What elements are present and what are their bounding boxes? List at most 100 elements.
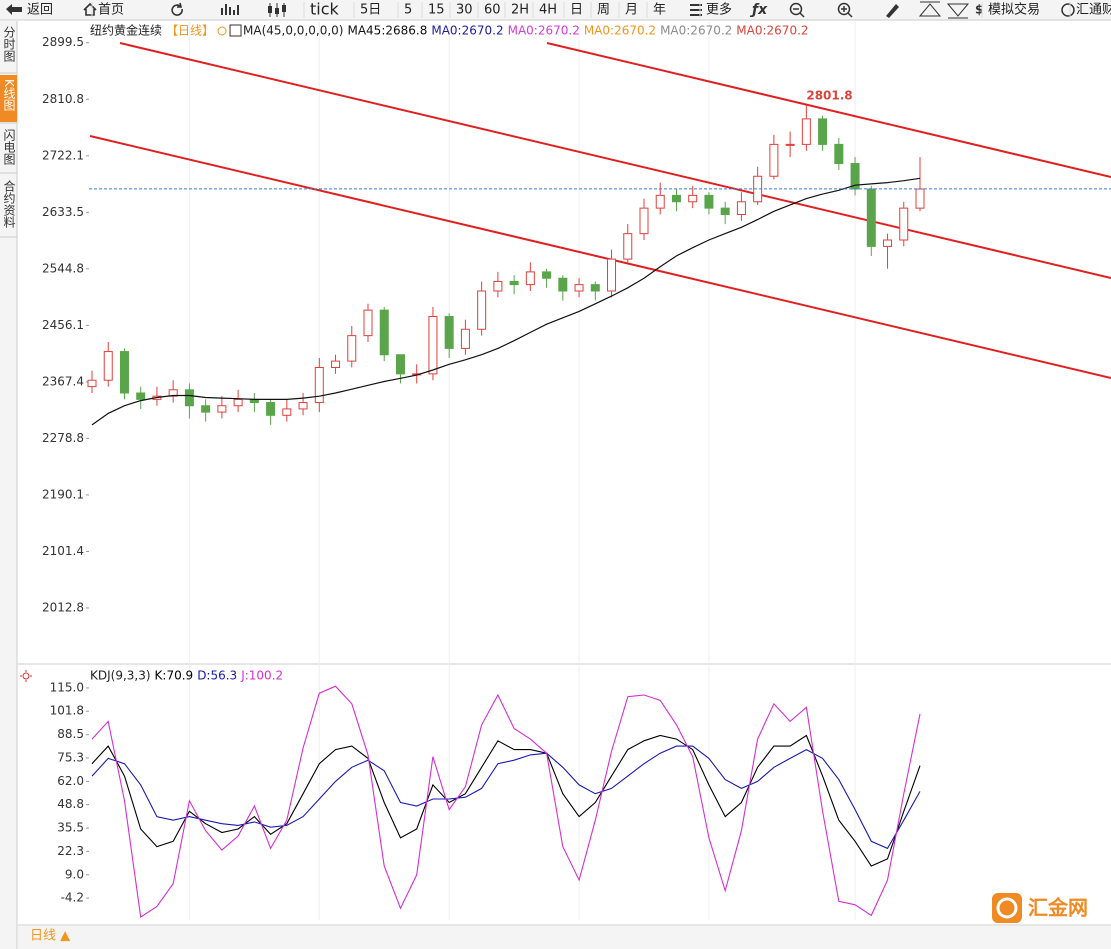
candle-body — [866, 188, 876, 247]
toolbar-item[interactable]: 日 — [570, 3, 583, 18]
candle-body — [266, 402, 276, 416]
footer — [18, 926, 1111, 949]
candle-body — [558, 277, 568, 292]
toolbar-item[interactable]: 汇通财 — [1076, 3, 1111, 18]
zoom-icons[interactable] — [789, 2, 853, 18]
candle-body — [477, 290, 487, 330]
legend-entry: J:100.2 — [240, 669, 283, 683]
y-tick-label: 2367.4 — [42, 374, 84, 388]
candle-body — [671, 194, 681, 203]
toolbar-item[interactable]: 15 — [428, 3, 445, 18]
sidebar-item[interactable]: K线图 — [2, 79, 16, 111]
ma-line — [91, 177, 921, 426]
candle-body — [136, 392, 146, 400]
candle-body — [525, 271, 535, 286]
pen-icon[interactable] — [886, 4, 899, 18]
candle-body — [736, 201, 746, 216]
candle-body — [801, 118, 811, 145]
toolbar-item[interactable]: 4H — [539, 3, 557, 18]
toolbar-item[interactable]: 模拟交易 — [988, 2, 1040, 18]
down-icon[interactable] — [946, 3, 970, 19]
toolbar-item[interactable]: tick — [310, 0, 340, 19]
home-icon[interactable] — [83, 2, 97, 16]
up-icon[interactable] — [918, 1, 942, 17]
y-tick-label: 115.0 — [50, 680, 84, 694]
candle-body — [314, 366, 324, 404]
candle-body — [883, 239, 893, 247]
legend-entry: K:70.9 — [155, 669, 194, 683]
candle-body — [542, 271, 552, 279]
sidebar — [0, 21, 17, 949]
logo-text: 汇金网 — [1028, 896, 1088, 920]
sidebar-item[interactable]: 闪电图 — [2, 129, 16, 165]
toolbar-item[interactable]: 30 — [456, 3, 473, 18]
y-tick-label: 2722.1 — [42, 148, 84, 162]
ma-icon — [229, 24, 242, 37]
y-tick-label: 101.8 — [50, 704, 84, 718]
legend-entry: MA0:2670.2 — [431, 24, 503, 38]
candle-body — [915, 188, 925, 209]
bar-icon[interactable] — [221, 4, 239, 15]
sidebar-item[interactable]: 分时图 — [2, 26, 16, 62]
candle-body — [607, 258, 617, 292]
toolbar-item[interactable]: 月 — [625, 3, 638, 18]
y-tick-label: -4.2 — [61, 891, 84, 905]
kdj-line — [91, 745, 921, 850]
candle-body — [119, 351, 129, 394]
toolbar-item[interactable]: 首页 — [98, 3, 124, 18]
toolbar-item[interactable]: 5日 — [360, 3, 381, 18]
legend-entry: MA0:2670.2 — [736, 24, 808, 38]
legend-entry: MA0:2670.2 — [508, 24, 580, 38]
candle-body — [834, 143, 844, 165]
fx-icon[interactable]: ƒx — [749, 2, 768, 18]
candle-body — [217, 405, 227, 413]
candle-body — [818, 118, 828, 145]
toolbar-item[interactable]: 60 — [484, 3, 501, 18]
y-tick-label: 88.5 — [57, 727, 84, 741]
indicator-label: MA(45,0,0,0,0,0) — [243, 24, 343, 38]
y-tick-label: 48.8 — [57, 797, 84, 811]
candle-body — [282, 408, 292, 416]
candle-body — [298, 402, 308, 410]
y-tick-label: 2633.5 — [42, 205, 84, 219]
period-icon[interactable] — [217, 26, 227, 36]
kdj-line — [91, 685, 921, 919]
candle-body — [785, 143, 795, 146]
candle-body — [509, 280, 519, 286]
y-tick-label: 2278.8 — [42, 431, 84, 445]
huitong-icon — [1061, 3, 1075, 17]
toolbar-item[interactable]: 5 — [404, 3, 412, 18]
candle-body — [428, 316, 438, 375]
toolbar-item[interactable]: 返回 — [27, 3, 53, 18]
back-icon[interactable] — [6, 4, 22, 15]
y-tick-label: 2544.8 — [42, 261, 84, 275]
y-tick-label: 62.0 — [57, 774, 84, 788]
price-panel: 2899.5 2810.8 2722.1 2633.5 2544.8 2456.1 2367… — [42, 23, 1111, 614]
legend-entry: MA0:2670.2 — [584, 24, 656, 38]
y-tick-label: 2101.4 — [42, 544, 84, 558]
candle-icon[interactable] — [268, 5, 286, 14]
toolbar-item[interactable]: 年 — [653, 3, 666, 18]
candle-body — [201, 405, 211, 413]
candle-body — [460, 328, 470, 349]
toolbar-item[interactable]: 周 — [597, 3, 610, 18]
candle-body — [574, 284, 584, 292]
kdj-panel: 115.0 101.8 88.5 75.3 62.0 48.8 35.5 22.3 9.0 -4.… — [50, 669, 921, 919]
candle-body — [899, 207, 909, 241]
candle-body — [720, 207, 730, 216]
toolbar-item[interactable]: 2H — [511, 3, 529, 18]
candle-body — [623, 233, 633, 260]
y-tick-label: 22.3 — [57, 844, 84, 858]
toolbar-item[interactable]: 更多 — [706, 2, 732, 18]
candle-body — [184, 389, 194, 407]
period-tab[interactable]: 日线 ▲ — [30, 929, 70, 944]
candle-body — [590, 284, 600, 292]
candle-body — [363, 309, 373, 337]
refresh-icon[interactable] — [171, 2, 183, 16]
candle-body — [769, 143, 779, 177]
candle-body — [103, 351, 113, 381]
period-label: 【日线】 — [166, 24, 214, 38]
sidebar-item[interactable]: 合约资料 — [2, 179, 16, 228]
y-tick-label: 2012.8 — [42, 600, 84, 614]
